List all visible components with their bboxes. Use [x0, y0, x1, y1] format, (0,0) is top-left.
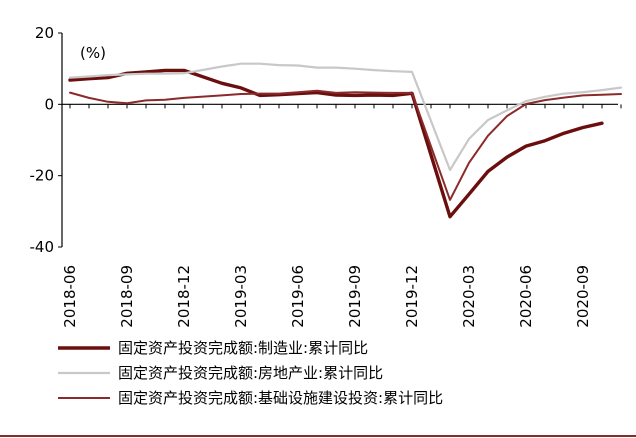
y-tick-label: -20 [30, 167, 55, 185]
series-group [68, 62, 623, 219]
series-line-1 [68, 68, 604, 219]
series-line-3 [69, 89, 622, 201]
x-tick-label: 2019-03 [232, 265, 250, 328]
x-tick-label: 2018-06 [61, 265, 79, 328]
x-tick-label: 2020-03 [460, 265, 478, 328]
y-tick-label: 0 [44, 95, 54, 113]
x-tick-label: 2018-12 [175, 265, 193, 328]
legend-label-1: 固定资产投资完成额:制造业:累计同比 [118, 339, 368, 357]
x-tick-label: 2019-06 [289, 265, 307, 328]
series-line-2 [68, 62, 623, 172]
x-tick-label: 2018-09 [118, 265, 136, 328]
y-tick-label: 20 [35, 24, 54, 42]
x-tick-label: 2019-12 [403, 265, 421, 328]
x-axis: 2018-06 2018-09 2018-12 2019-03 2019-06 2019-… [61, 103, 622, 328]
legend: 固定资产投资完成额:制造业:累计同比固定资产投资完成额:房地产业:累计同比固定资… [58, 339, 443, 407]
y-tick-label: -40 [30, 238, 55, 256]
legend-label-2: 固定资产投资完成额:房地产业:累计同比 [118, 364, 383, 382]
unit-label: (%) [80, 44, 106, 62]
x-tick-label: 2020-09 [574, 265, 592, 328]
x-tick-label: 2020-06 [517, 265, 535, 328]
legend-label-3: 固定资产投资完成额:基础设施建设投资:累计同比 [118, 389, 443, 407]
y-axis: 20 0 -20 -40 [30, 24, 63, 256]
x-tick-label: 2019-09 [346, 265, 364, 328]
